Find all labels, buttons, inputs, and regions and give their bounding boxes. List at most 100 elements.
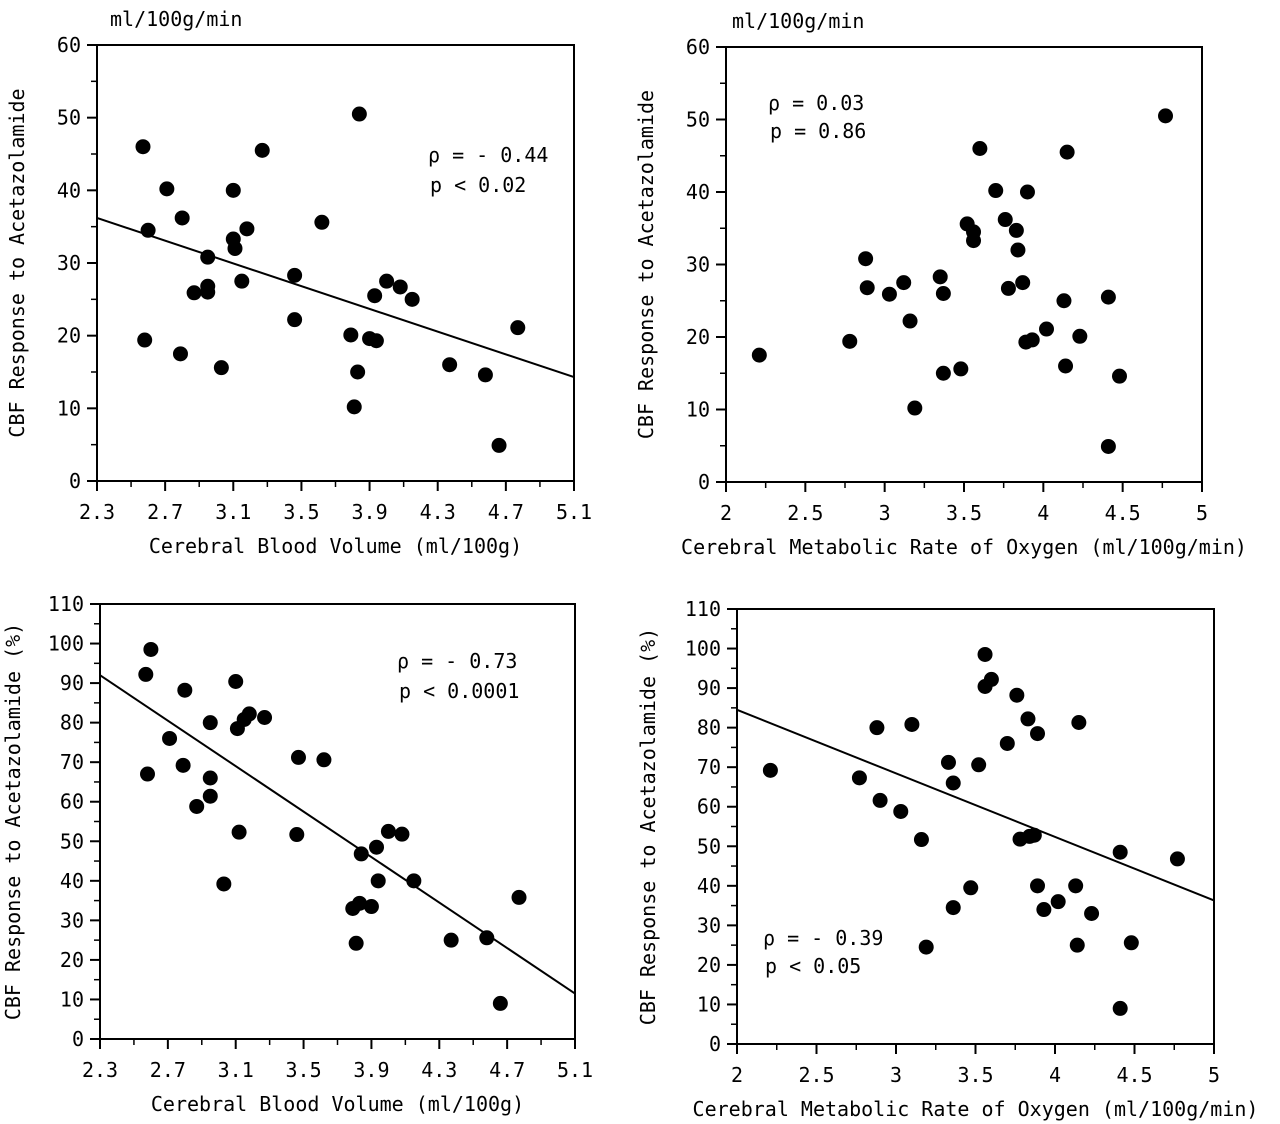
data-point — [1039, 321, 1055, 337]
data-point — [1010, 242, 1026, 258]
data-point — [842, 333, 858, 349]
data-point — [379, 273, 395, 289]
data-point — [1123, 935, 1139, 951]
y-tick-label: 20 — [697, 953, 721, 977]
data-point — [1024, 332, 1040, 348]
data-point — [200, 284, 216, 300]
data-point — [353, 846, 369, 862]
data-point — [369, 839, 385, 855]
data-point — [904, 716, 920, 732]
regression-line — [96, 216, 575, 379]
x-tick-label: 2.5 — [787, 501, 823, 525]
y-tick-label: 60 — [697, 795, 721, 819]
x-tick-label: 5.1 — [556, 500, 592, 524]
data-point — [988, 183, 1004, 199]
data-point — [1030, 726, 1046, 742]
data-point — [1026, 827, 1042, 843]
data-point — [945, 900, 961, 916]
data-point — [443, 932, 459, 948]
data-point — [314, 214, 330, 230]
data-point — [404, 291, 420, 307]
x-tick-label: 4.3 — [420, 500, 456, 524]
data-point — [138, 666, 154, 682]
data-point — [1009, 687, 1025, 703]
y-tick-label: 20 — [60, 948, 84, 972]
x-tick-label: 3.5 — [946, 501, 982, 525]
data-point — [239, 221, 255, 237]
y-tick-label: 110 — [48, 592, 84, 616]
data-point — [346, 399, 362, 415]
data-point — [1100, 438, 1116, 454]
x-tick-label: 4.7 — [489, 1058, 525, 1082]
data-point — [907, 400, 923, 416]
y-tick-label: 40 — [57, 178, 81, 202]
data-point — [477, 367, 493, 383]
rho-annotation: ρ = - 0.73 — [397, 649, 517, 673]
x-tick-label: 4 — [1049, 1063, 1061, 1087]
data-point — [492, 995, 508, 1011]
data-point — [1058, 358, 1074, 374]
data-point — [859, 280, 875, 296]
x-tick-label: 2 — [720, 501, 732, 525]
x-axis-label: Cerebral Blood Volume (ml/100g) — [151, 1092, 524, 1116]
data-point — [254, 142, 270, 158]
y-tick-label: 70 — [697, 755, 721, 779]
data-point — [174, 210, 190, 226]
y-axis-label: CBF Response to Acetazolamide (%) — [1, 623, 25, 1020]
data-point — [287, 267, 303, 283]
data-point — [202, 788, 218, 804]
x-tick-label: 2.7 — [150, 1058, 186, 1082]
x-tick-label: 3.9 — [353, 1058, 389, 1082]
data-point — [363, 899, 379, 915]
p-value-annotation: p < 0.05 — [765, 954, 861, 978]
data-point — [202, 715, 218, 731]
x-axis-label: Cerebral Metabolic Rate of Oxygen (ml/10… — [681, 535, 1247, 559]
x-axis-label: Cerebral Blood Volume (ml/100g) — [149, 534, 522, 558]
data-point — [1056, 293, 1072, 309]
y-tick-label: 20 — [686, 325, 710, 349]
x-axis-label: Cerebral Metabolic Rate of Oxygen (ml/10… — [693, 1097, 1259, 1121]
data-point — [997, 212, 1013, 228]
y-tick-label: 80 — [697, 716, 721, 740]
x-tick-label: 2.3 — [82, 1058, 118, 1082]
data-point — [159, 181, 175, 197]
y-tick-label: 10 — [686, 398, 710, 422]
data-point — [231, 824, 247, 840]
y-tick-label: 60 — [60, 790, 84, 814]
x-tick-label: 3.5 — [957, 1063, 993, 1087]
data-point — [351, 106, 367, 122]
data-point — [200, 249, 216, 265]
data-point — [1059, 144, 1075, 160]
chart-panel-1: 2.3 2.7 3.1 3.5 3.9 4.3 4.7 5.1 0 10 20 30 40 50 60 Cer… — [5, 7, 592, 558]
data-point — [918, 939, 934, 955]
rho-annotation: ρ = - 0.44 — [428, 143, 548, 167]
data-point — [367, 288, 383, 304]
data-point — [137, 332, 153, 348]
y-tick-label: 0 — [69, 469, 81, 493]
x-tick-label: 5 — [1196, 501, 1208, 525]
plot-frame — [736, 608, 1215, 1045]
y-tick-label: 70 — [60, 750, 84, 774]
data-point — [287, 312, 303, 328]
y-tick-label: 10 — [697, 992, 721, 1016]
data-point — [1036, 902, 1052, 918]
x-tick-label: 5 — [1208, 1063, 1220, 1087]
data-point — [316, 752, 332, 768]
data-point — [343, 327, 359, 343]
data-point — [177, 682, 193, 698]
x-tick-label: 4.7 — [488, 500, 524, 524]
y-tick-label: 90 — [697, 676, 721, 700]
data-point — [935, 286, 951, 301]
y-tick-label: 40 — [60, 869, 84, 893]
y-tick-label: 50 — [697, 834, 721, 858]
rho-annotation: ρ = 0.03 — [768, 91, 864, 115]
y-tick-label: 30 — [686, 253, 710, 277]
data-point — [1069, 937, 1085, 953]
data-point — [972, 141, 988, 156]
y-axis-label: CBF Response to Acetazolamide (%) — [636, 628, 660, 1025]
data-point — [370, 873, 386, 889]
data-point — [213, 360, 229, 376]
y-tick-label: 100 — [48, 632, 84, 656]
